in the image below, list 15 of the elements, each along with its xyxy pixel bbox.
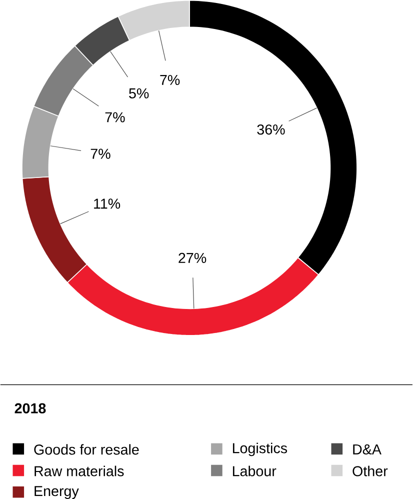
data-label: 27%: [178, 252, 206, 263]
legend-label: Raw materials: [34, 466, 124, 476]
text: 2018: [14, 403, 46, 414]
data-label: 7%: [160, 74, 180, 85]
data-label: 7%: [90, 148, 110, 159]
legend-label: Energy: [34, 486, 79, 499]
legend-label: Other: [352, 466, 388, 476]
data-label: 36%: [257, 124, 285, 135]
legend-label: Logistics: [233, 442, 288, 456]
data-label: 11%: [94, 198, 120, 209]
legend-label: Labour: [233, 466, 276, 476]
data-label: 7%: [105, 112, 125, 122]
legend-label: D&A: [353, 444, 382, 454]
data-label: 5%: [129, 88, 149, 98]
legend-label: Goods for resale: [34, 444, 139, 455]
